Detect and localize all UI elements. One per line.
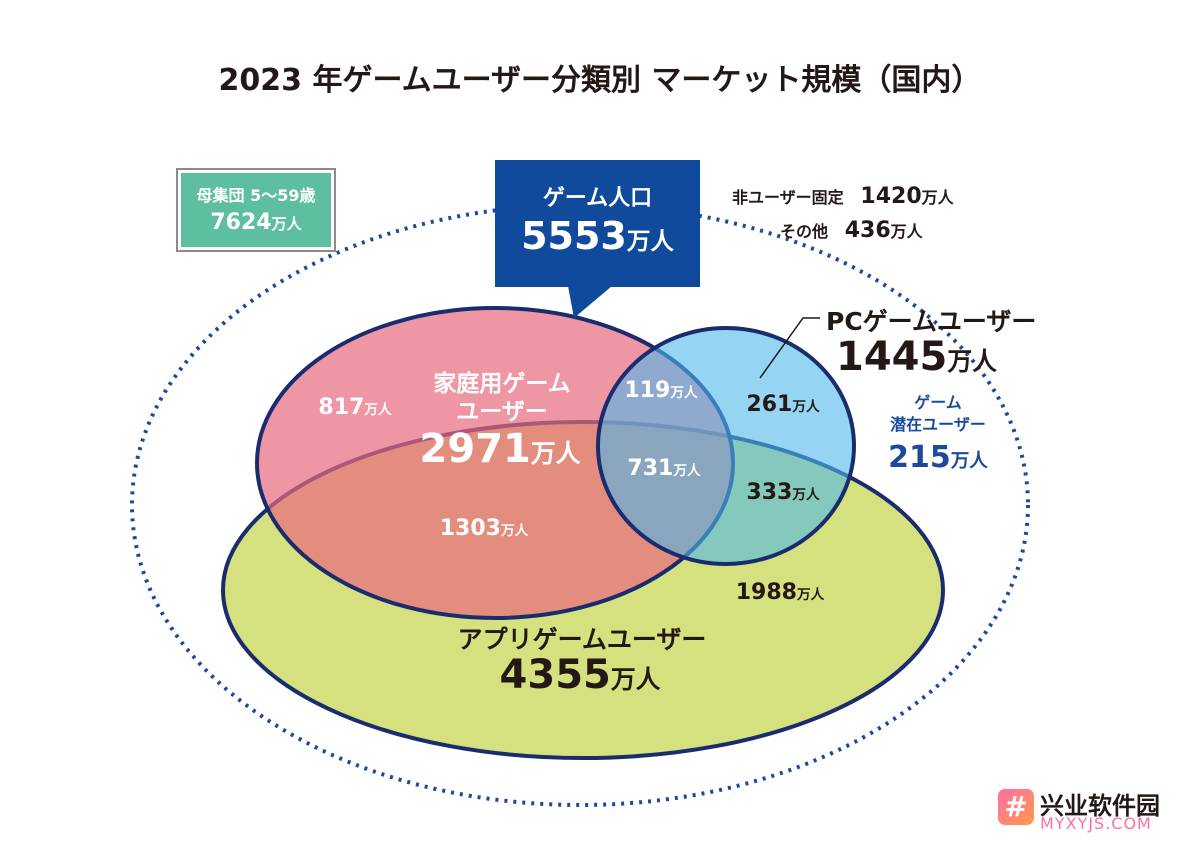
app-users-value: 4355万人	[499, 652, 661, 698]
game-population-box	[495, 160, 700, 287]
population-box: 母集団 5〜59歳 7624万人	[176, 168, 336, 252]
game-population-label: ゲーム人口	[542, 186, 653, 211]
game-population-pointer	[568, 286, 612, 318]
pc-users-value: 1445万人	[836, 334, 997, 380]
population-value: 7624万人	[210, 210, 302, 235]
pc-label-leader-line	[759, 317, 820, 379]
population-label: 母集団 5〜59歳	[196, 186, 316, 205]
non-user-fixed: 非ユーザー固定 1420万人	[732, 184, 954, 209]
diagram-title: 2023 年ゲームユーザー分類別 マーケット規模（国内）	[218, 63, 982, 98]
watermark-cn: 兴业软件园	[1040, 792, 1160, 820]
region-pc-app: 333万人	[746, 480, 820, 505]
potential-users-label: ゲーム 潜在ユーザー	[890, 393, 986, 434]
watermark-hash-icon: #	[998, 789, 1034, 825]
region-home-only: 817万人	[318, 395, 392, 420]
region-pc-only: 261万人	[746, 392, 820, 417]
population-dashed-ellipse	[130, 203, 1030, 807]
home-users-label: 家庭用ゲーム ユーザー	[433, 371, 571, 425]
region-home-pc: 119万人	[624, 378, 698, 403]
pc-users-label: PCゲームユーザー	[826, 307, 1037, 336]
potential-users-value: 215万人	[888, 440, 988, 475]
non-user-other: その他 436万人	[780, 218, 923, 243]
region-app-only: 1988万人	[735, 580, 825, 605]
watermark-url: MYXYJS.COM	[1040, 814, 1152, 833]
game-population-value: 5553万人	[521, 214, 674, 258]
app-users-label: アプリゲームユーザー	[457, 625, 707, 654]
pc-users-circle	[596, 326, 856, 566]
region-home-app: 1303万人	[439, 516, 529, 541]
region-all-three: 731万人	[627, 456, 701, 481]
home-users-value: 2971万人	[419, 426, 581, 472]
